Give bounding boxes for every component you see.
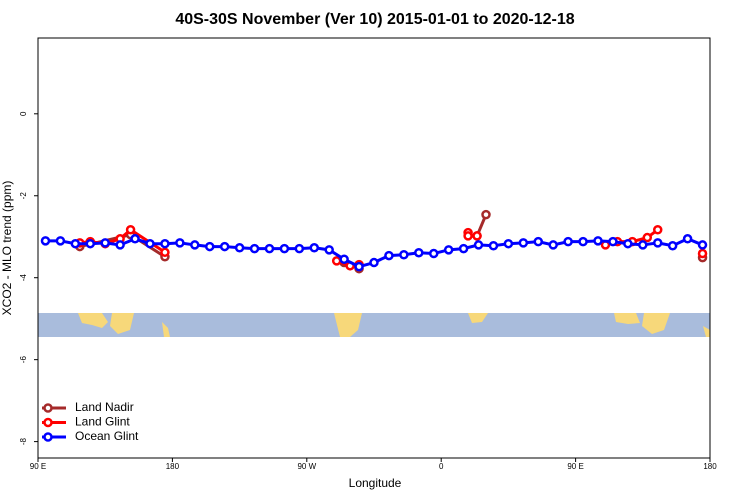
point — [473, 240, 484, 250]
x-tick-label: 90 E — [30, 462, 46, 471]
legend-marker — [43, 403, 53, 413]
point — [578, 236, 588, 247]
legend-label: Land Glint — [75, 415, 130, 429]
point — [40, 236, 51, 246]
point — [125, 225, 136, 235]
point — [115, 240, 125, 250]
point — [160, 238, 170, 249]
x-tick-label: 180 — [703, 462, 717, 471]
point — [652, 225, 663, 235]
point — [249, 243, 260, 254]
point — [85, 238, 96, 249]
plot-frame — [37, 37, 711, 459]
x-tick-label: 180 — [166, 462, 180, 471]
point — [399, 250, 409, 260]
point — [100, 238, 110, 248]
point — [428, 248, 439, 259]
point — [354, 261, 364, 272]
point — [55, 236, 66, 246]
point — [697, 240, 708, 250]
point — [130, 234, 140, 244]
point — [458, 243, 469, 254]
map-band — [38, 313, 710, 337]
point — [518, 238, 529, 248]
point — [324, 245, 334, 255]
point — [608, 236, 618, 247]
point — [488, 240, 499, 251]
x-axis-label: Longitude — [349, 476, 402, 490]
point — [682, 234, 693, 244]
legend-marker — [43, 417, 53, 428]
x-tick-label: 0 — [439, 462, 444, 471]
point — [533, 236, 544, 247]
point — [234, 243, 245, 253]
point — [145, 238, 155, 249]
point — [472, 231, 482, 241]
legend-label: Land Nadir — [75, 400, 134, 414]
point — [503, 238, 514, 249]
point — [443, 245, 454, 255]
point — [190, 240, 200, 250]
point — [160, 247, 170, 258]
y-axis-label: XCO2 - MLO trend (ppm) — [0, 181, 14, 316]
point — [369, 257, 379, 268]
x-tick-label: 90 W — [297, 462, 316, 471]
y-tick-label: 0 — [19, 111, 28, 116]
point — [652, 238, 663, 248]
legend-label: Ocean Glint — [75, 429, 139, 443]
chart-title: 40S-30S November (Ver 10) 2015-01-01 to … — [175, 11, 574, 28]
point — [279, 243, 290, 254]
point — [414, 247, 424, 258]
legend-marker — [43, 432, 53, 442]
x-tick-label: 90 E — [567, 462, 583, 471]
point — [481, 209, 491, 220]
point — [384, 250, 394, 261]
point — [697, 248, 708, 259]
point — [175, 238, 185, 248]
point — [70, 238, 81, 249]
point — [548, 240, 558, 250]
point — [219, 241, 230, 252]
point — [638, 240, 648, 250]
point — [264, 243, 275, 254]
point — [563, 236, 573, 247]
point — [623, 238, 633, 249]
point — [294, 243, 305, 254]
y-tick-label: -8 — [19, 438, 28, 446]
point — [331, 256, 342, 266]
y-tick-label: -6 — [19, 356, 28, 364]
y-tick-label: -2 — [19, 192, 28, 200]
point — [204, 241, 215, 252]
point — [463, 231, 473, 241]
point — [642, 232, 653, 243]
y-tick-label: -4 — [19, 274, 28, 282]
point — [339, 254, 349, 265]
point — [593, 236, 603, 246]
point — [667, 240, 678, 251]
point — [309, 243, 320, 253]
